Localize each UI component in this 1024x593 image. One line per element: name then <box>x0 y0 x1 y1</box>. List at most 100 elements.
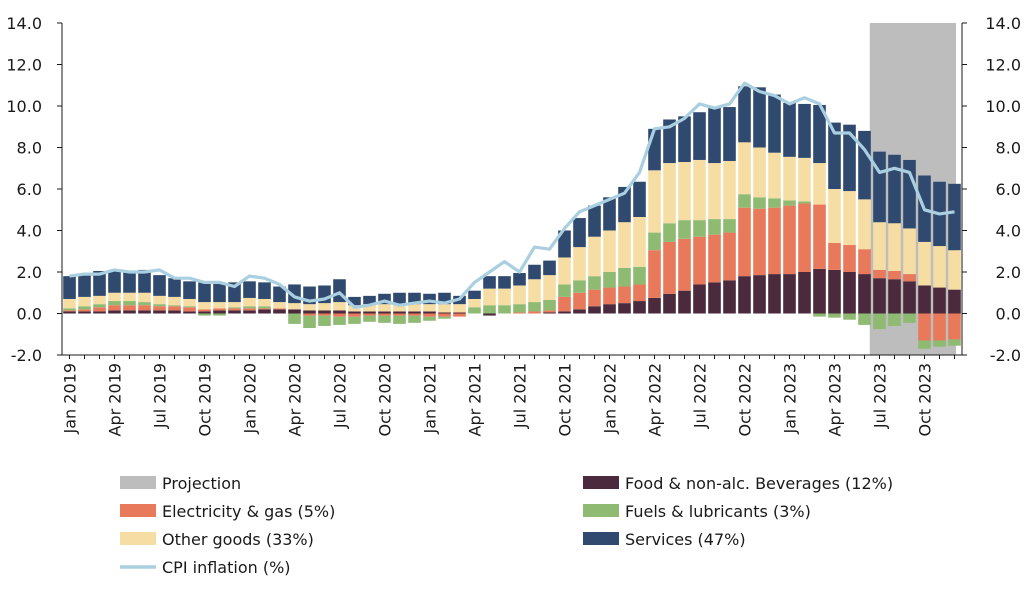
bar-other-9 <box>198 302 211 310</box>
bar-fuels-1 <box>78 306 91 310</box>
bar-other-32 <box>543 275 556 301</box>
bar-other-5 <box>138 292 151 303</box>
bar-fuels-8 <box>183 306 196 308</box>
bar-other-34 <box>573 247 586 281</box>
bar-other-57 <box>918 241 931 286</box>
bar-food-56 <box>903 281 916 314</box>
bar-electricity-19 <box>348 313 361 317</box>
bar-food-32 <box>543 312 556 314</box>
bar-food-9 <box>198 311 211 314</box>
bar-fuels-28 <box>483 305 496 314</box>
bar-electricity-1 <box>78 309 91 312</box>
bar-food-26 <box>453 312 466 314</box>
bar-services-8 <box>183 281 196 299</box>
bar-electricity-21 <box>378 313 391 316</box>
bar-food-52 <box>843 272 856 314</box>
bar-other-11 <box>228 302 241 308</box>
bar-services-39 <box>648 128 661 171</box>
bar-fuels-11 <box>228 307 241 309</box>
bar-food-24 <box>423 311 436 314</box>
bar-electricity-22 <box>393 313 406 316</box>
bar-electricity-51 <box>828 242 841 270</box>
x-tick-label: Jan 2023 <box>781 363 800 434</box>
bar-electricity-5 <box>138 305 151 311</box>
bar-other-17 <box>318 303 331 311</box>
bar-fuels-3 <box>108 301 121 306</box>
legend-label: Services (47%) <box>625 530 746 549</box>
bar-fuels-32 <box>543 300 556 311</box>
y-tick-label-right: 10.0 <box>985 97 1021 116</box>
bar-fuels-42 <box>693 220 706 237</box>
bar-other-8 <box>183 298 196 307</box>
x-tick-label: Apr 2021 <box>466 363 485 436</box>
bar-electricity-45 <box>738 207 751 277</box>
bar-services-33 <box>558 230 571 258</box>
bar-other-55 <box>888 223 901 271</box>
bar-food-1 <box>78 311 91 314</box>
bar-fuels-31 <box>528 302 541 312</box>
bar-fuels-19 <box>348 316 361 324</box>
bar-food-18 <box>333 310 346 314</box>
bar-other-40 <box>663 163 676 224</box>
y-tick-label-right: 12.0 <box>985 56 1021 75</box>
bar-electricity-17 <box>318 313 331 316</box>
bar-food-35 <box>588 306 601 314</box>
bar-other-24 <box>423 304 436 312</box>
bar-electricity-2 <box>93 307 106 312</box>
bar-electricity-10 <box>213 308 226 311</box>
y-tick-label-left: 12.0 <box>6 56 42 75</box>
bar-fuels-7 <box>168 305 181 307</box>
x-tick-label: Oct 2019 <box>196 363 215 436</box>
bar-other-3 <box>108 292 121 302</box>
bar-electricity-52 <box>843 245 856 272</box>
bar-fuels-22 <box>393 315 406 324</box>
bar-food-53 <box>858 274 871 314</box>
bar-other-37 <box>618 222 631 268</box>
bar-services-6 <box>153 275 166 296</box>
bars-group <box>63 86 961 349</box>
bar-services-42 <box>693 112 706 160</box>
y-tick-label-right: 8.0 <box>996 139 1021 158</box>
bar-fuels-52 <box>843 313 856 320</box>
bar-food-14 <box>273 309 286 314</box>
y-tick-label-left: 14.0 <box>6 14 42 33</box>
x-tick-label: Jul 2023 <box>871 363 890 429</box>
bar-electricity-18 <box>333 313 346 317</box>
bar-services-9 <box>198 282 211 303</box>
x-tick-label: Oct 2020 <box>376 363 395 436</box>
bar-fuels-23 <box>408 315 421 323</box>
bar-electricity-49 <box>798 203 811 272</box>
bar-other-29 <box>498 288 511 306</box>
y-tick-label-left: 6.0 <box>17 180 42 199</box>
bar-other-1 <box>78 296 91 307</box>
bar-electricity-11 <box>228 308 241 311</box>
bar-services-4 <box>123 270 136 293</box>
bar-electricity-14 <box>273 308 286 310</box>
bar-food-11 <box>228 310 241 314</box>
bar-services-50 <box>813 104 826 164</box>
x-tick-label: Jul 2021 <box>511 363 530 429</box>
bar-fuels-37 <box>618 267 631 287</box>
bar-food-59 <box>948 289 961 314</box>
legend-swatch <box>120 532 156 545</box>
y-tick-label-right: -2.0 <box>990 346 1021 365</box>
y-tick-label-left: -2.0 <box>11 346 42 365</box>
bar-other-49 <box>798 157 811 202</box>
bar-services-20 <box>363 295 376 305</box>
bar-other-58 <box>933 246 946 288</box>
bar-other-31 <box>528 279 541 303</box>
bar-other-43 <box>708 163 721 220</box>
bar-other-16 <box>303 304 316 311</box>
bar-other-25 <box>438 304 451 313</box>
bar-fuels-5 <box>138 302 151 306</box>
bar-services-35 <box>588 205 601 237</box>
bar-food-49 <box>798 272 811 314</box>
bar-other-20 <box>363 304 376 312</box>
bar-fuels-6 <box>153 304 166 307</box>
bar-electricity-20 <box>363 313 376 316</box>
bar-food-16 <box>303 310 316 314</box>
bar-electricity-34 <box>573 292 586 310</box>
bar-other-13 <box>258 298 271 307</box>
bar-services-12 <box>243 281 256 298</box>
bar-fuels-47 <box>768 198 781 208</box>
